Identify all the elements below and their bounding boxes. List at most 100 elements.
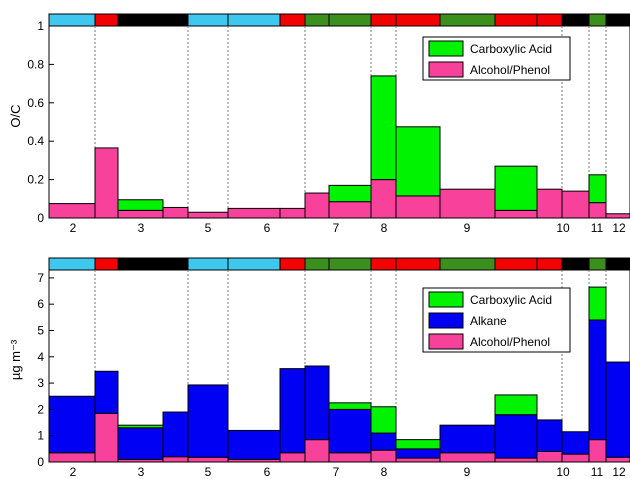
y-tick-label: 0.8 bbox=[27, 57, 44, 71]
bar-alcohol-phenol bbox=[162, 456, 189, 463]
x-category-label: 8 bbox=[381, 465, 388, 479]
strip-segment bbox=[395, 257, 441, 271]
strip-segment bbox=[439, 13, 496, 27]
strip-segment bbox=[304, 13, 330, 27]
axes-frame bbox=[48, 13, 630, 219]
bar-alcohol-phenol bbox=[588, 439, 607, 463]
bar-alcohol-phenol bbox=[494, 457, 538, 463]
strip-segment bbox=[328, 257, 372, 271]
bar-alcohol-phenol bbox=[117, 209, 164, 219]
strip-segment bbox=[588, 257, 607, 271]
bar-alkane bbox=[117, 427, 164, 460]
x-category-label: 8 bbox=[381, 221, 388, 235]
bar-carboxylic-acid bbox=[328, 402, 372, 410]
y-tick-label: 0 bbox=[37, 211, 44, 225]
strip-segment bbox=[94, 257, 119, 271]
strip-segment bbox=[48, 13, 96, 27]
bar-alcohol-phenol bbox=[187, 211, 229, 219]
strip-segment bbox=[370, 257, 397, 271]
bar-alcohol-phenol bbox=[370, 179, 397, 219]
x-category-label: 7 bbox=[333, 465, 340, 479]
bar-carboxylic-acid bbox=[494, 165, 538, 211]
bar-carboxylic-acid bbox=[117, 424, 164, 429]
bar-alcohol-phenol bbox=[94, 412, 119, 463]
strip-segment bbox=[94, 13, 119, 27]
bar-alkane bbox=[94, 370, 119, 414]
y-tick-label: 4 bbox=[37, 350, 44, 364]
bar-carboxylic-acid bbox=[117, 199, 164, 211]
x-category-label: 9 bbox=[464, 465, 471, 479]
x-category-label: 2 bbox=[70, 465, 77, 479]
bar-alcohol-phenol bbox=[304, 439, 330, 463]
strip-segment bbox=[187, 13, 229, 27]
bar-alcohol-phenol bbox=[439, 452, 496, 463]
x-category-label: 12 bbox=[612, 221, 626, 235]
strip-segment bbox=[279, 13, 306, 27]
bar-carboxylic-acid bbox=[370, 75, 397, 181]
legend-swatch bbox=[428, 291, 464, 308]
x-category-label: 9 bbox=[464, 221, 471, 235]
strip-segment bbox=[561, 13, 590, 27]
bar-alcohol-phenol bbox=[494, 209, 538, 219]
legend-swatch bbox=[428, 333, 464, 350]
legend-label: Carboxylic Acid bbox=[470, 42, 552, 56]
y-tick-label: 5 bbox=[37, 323, 44, 337]
x-category-label: 5 bbox=[205, 221, 212, 235]
bar-alkane bbox=[439, 424, 496, 454]
bar-alcohol-phenol bbox=[605, 213, 630, 219]
bar-alcohol-phenol bbox=[395, 457, 441, 463]
bar-alcohol-phenol bbox=[536, 188, 563, 219]
bar-alkane bbox=[48, 395, 96, 454]
bar-alkane bbox=[328, 408, 372, 454]
strip-segment bbox=[227, 257, 281, 271]
axes-frame bbox=[48, 257, 630, 463]
bar-alcohol-phenol bbox=[328, 452, 372, 463]
bar-alkane bbox=[227, 429, 281, 460]
strip-segment bbox=[605, 257, 630, 271]
y-tick-label: 3 bbox=[37, 376, 44, 390]
bar-alcohol-phenol bbox=[162, 206, 189, 219]
bar-alcohol-phenol bbox=[227, 207, 281, 219]
x-category-label: 6 bbox=[264, 465, 271, 479]
bar-carboxylic-acid bbox=[494, 394, 538, 416]
strip-segment bbox=[162, 13, 189, 27]
bar-alcohol-phenol bbox=[395, 195, 441, 219]
bar-alcohol-phenol bbox=[48, 452, 96, 463]
legend-label: Alcohol/Phenol bbox=[470, 335, 550, 349]
x-category-label: 3 bbox=[138, 465, 145, 479]
bar-alcohol-phenol bbox=[588, 202, 607, 219]
y-tick-label: 2 bbox=[37, 402, 44, 416]
strip-segment bbox=[187, 257, 229, 271]
strip-segment bbox=[328, 13, 372, 27]
y-tick-label: 0 bbox=[37, 455, 44, 469]
strip-segment bbox=[48, 257, 96, 271]
y-tick-label: 0.6 bbox=[27, 96, 44, 110]
bar-alcohol-phenol bbox=[605, 456, 630, 463]
bar-carboxylic-acid bbox=[395, 439, 441, 450]
strip-segment bbox=[117, 13, 164, 27]
bar-carboxylic-acid bbox=[370, 406, 397, 434]
x-category-label: 11 bbox=[591, 221, 604, 235]
strip-segment bbox=[536, 257, 563, 271]
legend-swatch bbox=[428, 61, 464, 78]
y-axis-label: O/C bbox=[8, 104, 23, 127]
bar-alkane bbox=[605, 361, 630, 458]
strip-segment bbox=[536, 13, 563, 27]
strip-segment bbox=[588, 13, 607, 27]
bar-alcohol-phenol bbox=[561, 190, 590, 219]
bar-alkane bbox=[304, 365, 330, 441]
strip-segment bbox=[561, 257, 590, 271]
bar-alkane bbox=[187, 384, 229, 458]
bar-alkane bbox=[561, 431, 590, 455]
bar-alcohol-phenol bbox=[279, 452, 306, 463]
x-category-label: 12 bbox=[612, 465, 626, 479]
bar-carboxylic-acid bbox=[395, 126, 441, 197]
bar-alkane bbox=[395, 448, 441, 459]
bar-alcohol-phenol bbox=[439, 188, 496, 219]
legend-label: Alkane bbox=[470, 314, 507, 328]
x-category-label: 7 bbox=[333, 221, 340, 235]
x-category-label: 10 bbox=[556, 465, 570, 479]
x-category-label: 10 bbox=[556, 221, 570, 235]
